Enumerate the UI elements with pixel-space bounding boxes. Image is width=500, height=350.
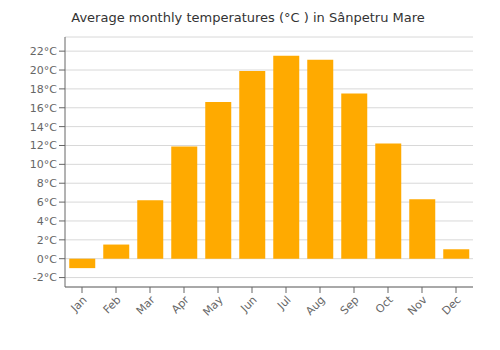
svg-text:4°C: 4°C (37, 215, 57, 228)
svg-text:10°C: 10°C (30, 158, 57, 171)
svg-text:May: May (200, 293, 226, 319)
html-text:Average monthly temperatures (: Average monthly temperatures (°C ) in Sâ… (71, 10, 425, 25)
svg-text:Nov: Nov (405, 293, 430, 318)
svg-text:Oct: Oct (373, 293, 396, 316)
svg-text:6°C: 6°C (37, 196, 57, 209)
svg-text:Aug: Aug (303, 293, 327, 317)
svg-text:14°C: 14°C (30, 121, 57, 134)
svg-text:Jun: Jun (238, 293, 260, 315)
svg-text:16°C: 16°C (30, 102, 57, 115)
svg-text:Sep: Sep (338, 293, 362, 317)
svg-text:8°C: 8°C (37, 177, 57, 190)
svg-text:2°C: 2°C (37, 234, 57, 247)
svg-text:20°C: 20°C (30, 64, 57, 77)
svg-text:12°C: 12°C (30, 139, 57, 152)
svg-text:Apr: Apr (169, 293, 192, 316)
svg-text:Jan: Jan (68, 293, 90, 315)
svg-text:Dec: Dec (439, 293, 463, 317)
svg-text:0°C: 0°C (37, 253, 57, 266)
svg-text:Feb: Feb (101, 293, 124, 316)
svg-text:22°C: 22°C (30, 45, 57, 58)
svg-text:Jul: Jul (274, 293, 293, 312)
svg-text:18°C: 18°C (30, 83, 57, 96)
svg-text:Mar: Mar (134, 293, 158, 317)
svg-text:-2°C: -2°C (33, 271, 57, 284)
